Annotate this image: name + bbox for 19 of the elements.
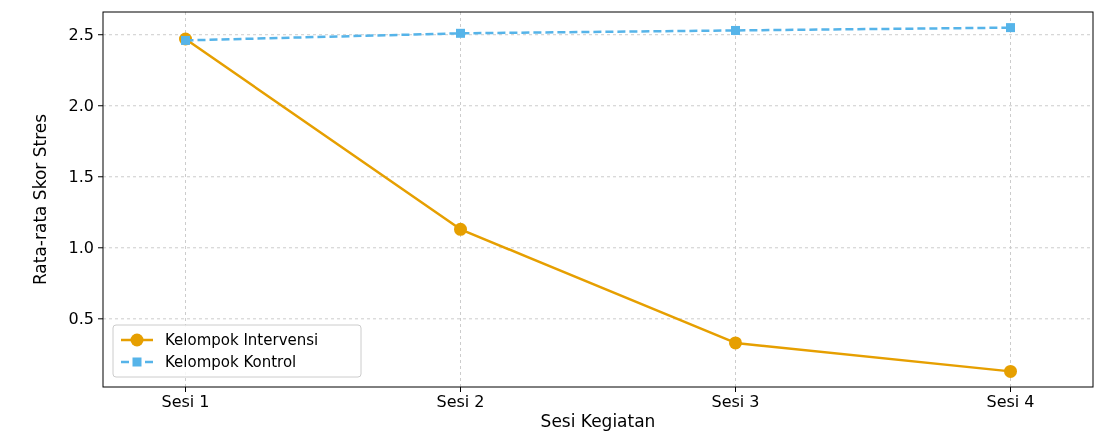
y-tick-label: 1.0: [68, 238, 94, 258]
y-tick-label: 1.5: [68, 167, 94, 187]
y-tick-label: 2.0: [68, 96, 94, 116]
point: [454, 222, 467, 236]
x-tick-label: Sesi 2: [436, 392, 485, 411]
point: [731, 25, 740, 35]
point: [1004, 364, 1017, 378]
y-axis-title: Rata-rata Skor Stres: [30, 113, 50, 286]
point: [456, 28, 465, 38]
x-tick-label: Sesi 3: [711, 392, 760, 411]
point: [729, 336, 742, 350]
legend-label: Kelompok Intervensi: [165, 331, 319, 350]
point: [1006, 23, 1015, 33]
x-tick-label: Sesi 1: [161, 392, 210, 411]
y-tick-label: 2.5: [68, 25, 94, 45]
x-tick-label: Sesi 4: [986, 392, 1035, 411]
y-tick-label: 0.5: [68, 309, 94, 329]
x-axis-title: Sesi Kegiatan: [540, 411, 656, 431]
legend-label: Kelompok Kontrol: [165, 353, 297, 372]
